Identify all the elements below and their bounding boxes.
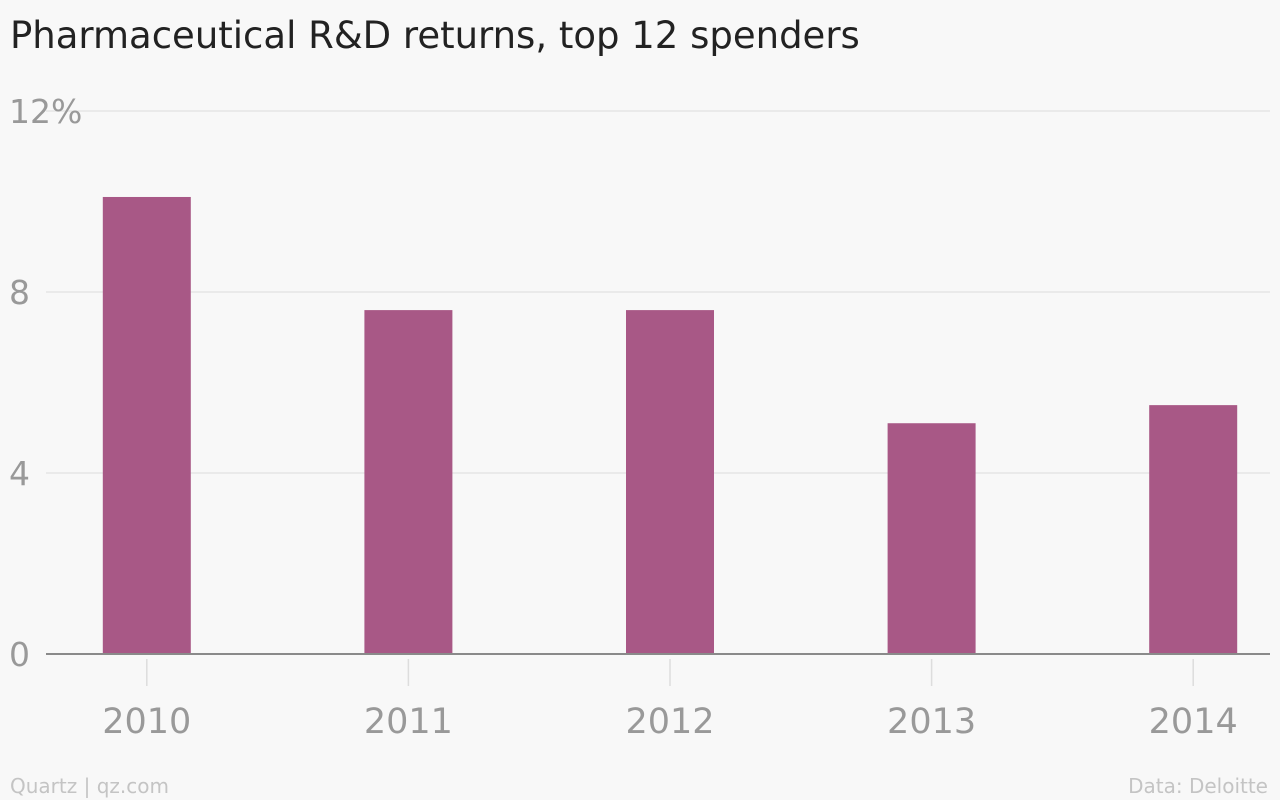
data-source: Data: Deloitte [1128,774,1268,798]
bar-2013 [887,423,976,654]
x-tick-labels: 2010 2011 2012 2013 2014 [102,702,1237,742]
x-tick-label: 2011 [364,702,453,742]
bar-2010 [102,196,191,654]
bar-2011 [364,310,453,654]
x-tick-label: 2010 [102,702,191,742]
chart-title: Pharmaceutical R&D returns, top 12 spend… [10,14,860,57]
bar-2014 [1149,405,1238,654]
bars [102,196,1238,654]
axes [46,653,1270,686]
x-tick-label: 2014 [1149,702,1238,742]
x-tick-label: 2013 [887,702,976,742]
y-tick-labels: 0 4 8 12% [9,92,82,674]
source-credit: Quartz | qz.com [10,774,169,798]
x-tick-label: 2012 [625,702,714,742]
y-tick-label: 8 [9,273,30,312]
y-tick-label: 4 [9,454,30,493]
y-tick-label: 0 [9,635,30,674]
bar-2012 [626,310,714,654]
y-tick-label: 12% [9,92,82,131]
